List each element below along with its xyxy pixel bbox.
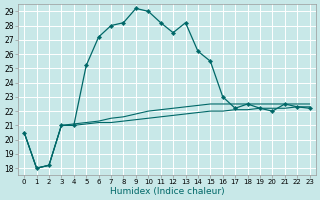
X-axis label: Humidex (Indice chaleur): Humidex (Indice chaleur) xyxy=(109,187,224,196)
